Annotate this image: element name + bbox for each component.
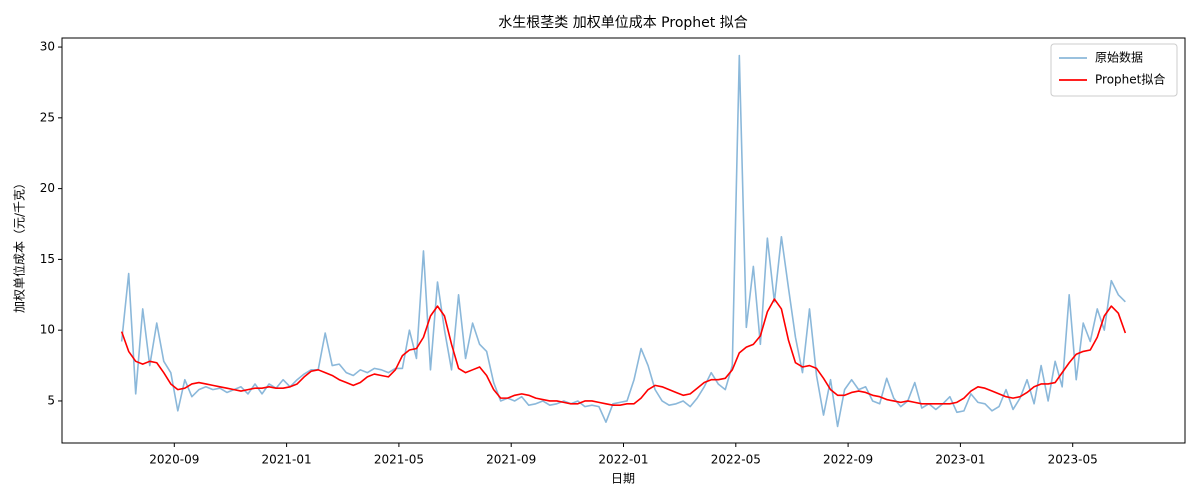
y-axis-label: 加权单位成本（元/千克） (12, 177, 27, 313)
x-tick-label: 2021-01 (262, 453, 312, 467)
legend-box (1050, 43, 1178, 97)
y-tick-label: 15 (40, 252, 55, 266)
y-tick-label: 10 (40, 323, 55, 337)
x-tick-label: 2021-09 (486, 453, 536, 467)
y-tick-label: 5 (47, 393, 55, 407)
x-tick-label: 2022-05 (711, 453, 761, 467)
y-tick-label: 25 (40, 110, 55, 124)
legend-label: 原始数据 (1095, 50, 1143, 65)
y-tick-label: 20 (40, 181, 55, 195)
x-tick-label: 2023-01 (935, 453, 985, 467)
y-tick-label: 30 (40, 40, 55, 54)
data-line (120, 298, 1127, 406)
x-tick-label: 2022-09 (823, 453, 873, 467)
plot-frame (61, 37, 1186, 444)
chart-title: 水生根茎类 加权单位成本 Prophet 拟合 (498, 15, 747, 31)
x-tick-label: 2021-05 (374, 453, 424, 467)
x-tick-label: 2022-01 (598, 453, 648, 467)
x-axis-label: 日期 (611, 472, 635, 486)
x-tick-label: 2023-05 (1048, 453, 1098, 467)
data-line (120, 54, 1126, 428)
legend-label: Prophet拟合 (1095, 72, 1165, 87)
x-tick-label: 2020-09 (149, 453, 199, 467)
